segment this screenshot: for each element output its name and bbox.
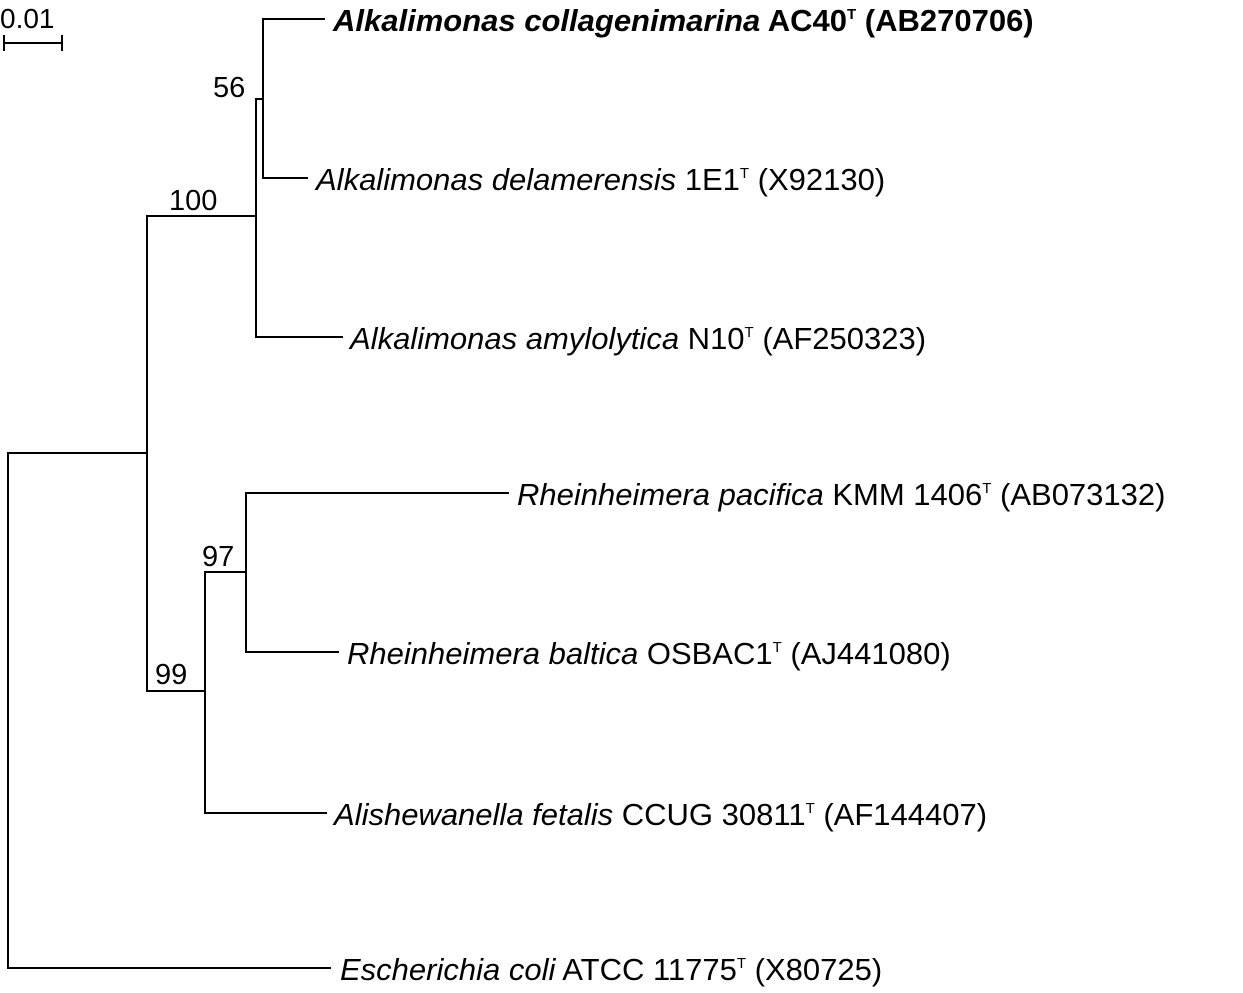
accession-number: (X80725) bbox=[746, 952, 882, 987]
support-values: 56 100 97 99 bbox=[155, 72, 245, 691]
taxon-label-osbac1: Rheinheimera baltica OSBAC1T (AJ441080) bbox=[347, 636, 951, 671]
taxon-label-1e1: Alkalimonas delamerensis 1E1T (X92130) bbox=[314, 162, 885, 197]
taxon-name: Rheinheimera pacifica bbox=[517, 477, 824, 512]
taxon-label-kmm1406: Rheinheimera pacifica KMM 1406T (AB07313… bbox=[517, 477, 1165, 512]
accession-number: (AF250323) bbox=[754, 321, 926, 356]
tree-branches bbox=[7, 18, 509, 969]
taxon-name: Escherichia coli bbox=[340, 952, 556, 987]
type-strain-mark: T bbox=[982, 480, 991, 497]
strain-designation: AC40 bbox=[760, 3, 847, 38]
scale-bar-label: 0.01 bbox=[0, 3, 55, 34]
type-strain-mark: T bbox=[740, 165, 749, 182]
taxon-labels: Alkalimonas collagenimarina AC40T (AB270… bbox=[314, 3, 1165, 987]
taxon-label-n10: Alkalimonas amylolytica N10T (AF250323) bbox=[348, 321, 926, 356]
taxon-name: Alkalimonas collagenimarina bbox=[332, 3, 760, 38]
taxon-name: Rheinheimera baltica bbox=[347, 636, 638, 671]
type-strain-mark: T bbox=[847, 6, 856, 23]
type-strain-mark: T bbox=[737, 955, 746, 972]
type-strain-mark: T bbox=[806, 800, 815, 817]
taxon-name: Alishewanella fetalis bbox=[332, 797, 613, 832]
strain-designation: KMM 1406 bbox=[824, 477, 983, 512]
type-strain-mark: T bbox=[745, 324, 754, 341]
strain-designation: CCUG 30811 bbox=[613, 797, 805, 832]
taxon-name: Alkalimonas delamerensis bbox=[314, 162, 676, 197]
scale-bar: 0.01 bbox=[0, 3, 63, 51]
accession-number: (AF144407) bbox=[815, 797, 987, 832]
strain-designation: 1E1 bbox=[676, 162, 740, 197]
support-value-97: 97 bbox=[202, 541, 234, 573]
taxon-label-ccug30811: Alishewanella fetalis CCUG 30811T (AF144… bbox=[332, 797, 987, 832]
strain-designation: OSBAC1 bbox=[638, 636, 772, 671]
accession-number: (X92130) bbox=[749, 162, 885, 197]
support-value-100: 100 bbox=[169, 185, 217, 217]
taxon-label-atcc11775: Escherichia coli ATCC 11775T (X80725) bbox=[340, 952, 882, 987]
accession-number: (AB270706) bbox=[856, 3, 1033, 38]
taxon-label-ac40: Alkalimonas collagenimarina AC40T (AB270… bbox=[332, 3, 1034, 38]
type-strain-mark: T bbox=[773, 639, 782, 656]
support-value-56: 56 bbox=[213, 72, 245, 104]
strain-designation: ATCC 11775 bbox=[555, 952, 737, 987]
taxon-name: Alkalimonas amylolytica bbox=[348, 321, 679, 356]
strain-designation: N10 bbox=[679, 321, 744, 356]
accession-number: (AJ441080) bbox=[782, 636, 951, 671]
support-value-99: 99 bbox=[155, 659, 187, 691]
accession-number: (AB073132) bbox=[991, 477, 1165, 512]
